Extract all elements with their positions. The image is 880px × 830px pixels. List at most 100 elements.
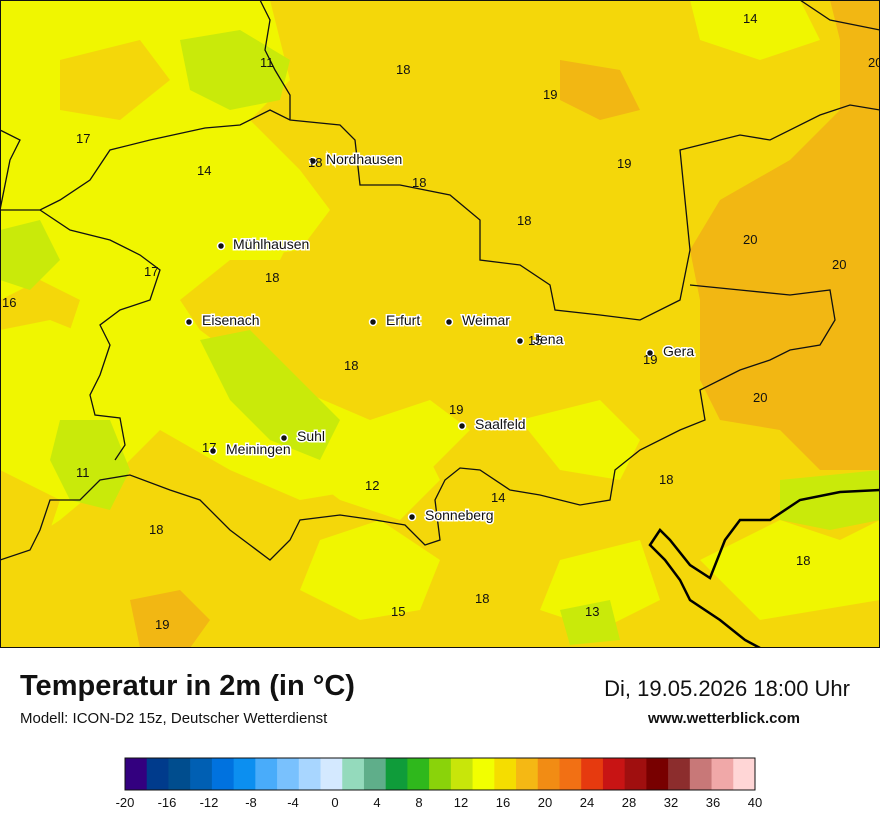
colorbar-tick-label: -20: [116, 795, 135, 810]
colorbar-swatch: [537, 758, 560, 790]
state-border-west: [39, 209, 161, 461]
colorbar-tick-label: 36: [706, 795, 720, 810]
border-northeast: [799, 0, 880, 31]
city-label-erfurt: Erfurt: [386, 312, 420, 328]
temp-value: 19: [155, 617, 169, 632]
colorbar: -20 -16 -12 -8 -4 0 4 8 12 16 20 24 28 32 36 40: [116, 757, 763, 810]
colorbar-tick-label: 40: [748, 795, 762, 810]
city-dot-sonneberg: [407, 512, 417, 522]
temp-value: 15: [528, 333, 542, 348]
colorbar-tick-label: -8: [245, 795, 257, 810]
city-label-eisenach: Eisenach: [202, 312, 260, 328]
colorbar-swatch: [711, 758, 734, 790]
temp-value: 20: [832, 257, 846, 272]
colorbar-swatch: [429, 758, 452, 790]
colorbar-swatch: [363, 758, 387, 790]
model-source: Modell: ICON-D2 15z, Deutscher Wetterdie…: [20, 710, 328, 727]
city-dot-meiningen: [208, 446, 218, 456]
colorbar-tick-label: 0: [331, 795, 338, 810]
warm-pocket-north: [560, 60, 640, 120]
temperature-values: 14 20 11 18 19 17 14 18 19 18 18 20 20 1…: [2, 11, 880, 632]
colorbar-swatch: [168, 758, 191, 790]
temp-value: 17: [76, 131, 90, 146]
colorbar-tick-label: 20: [538, 795, 552, 810]
temp-value: 18: [659, 472, 673, 487]
colorbar-swatch: [581, 758, 604, 790]
temp-value: 17: [144, 264, 158, 279]
colorbar-tick-label: -4: [287, 795, 299, 810]
city-dot-weimar: [444, 317, 454, 327]
colorbar-swatches: [124, 757, 756, 791]
city-dot-muehlhausen: [216, 241, 226, 251]
colorbar-ticks: -20 -16 -12 -8 -4 0 4 8 12 16 20 24 28 32 36 40: [116, 795, 763, 810]
temp-value: 12: [365, 478, 379, 493]
city-label-nordhausen: Nordhausen: [326, 151, 402, 167]
colorbar-tick-label: -12: [200, 795, 219, 810]
warmest-temperature-area: [690, 0, 880, 470]
colorbar-swatch: [559, 758, 582, 790]
temp-value: 20: [868, 55, 880, 70]
city-dot-gera: [645, 348, 655, 358]
colorbar-swatch: [602, 758, 626, 790]
colorbar-swatch: [733, 758, 756, 790]
city-dot-eisenach: [184, 317, 194, 327]
colorbar-tick-label: 32: [664, 795, 678, 810]
colorbar-tick-label: 16: [496, 795, 510, 810]
state-border: [0, 0, 880, 321]
colorbar-swatch: [125, 758, 148, 790]
city-dot-saalfeld: [457, 421, 467, 431]
temp-value: 11: [260, 55, 274, 70]
colorbar-swatch: [668, 758, 691, 790]
city-dot-suhl: [279, 433, 289, 443]
state-border-east: [0, 284, 836, 561]
temp-value: 14: [197, 163, 211, 178]
border-north: [259, 0, 291, 120]
city-label-jena: Jena: [533, 331, 564, 347]
map-footer: Temperatur in 2m (in °C) Modell: ICON-D2…: [0, 648, 880, 830]
temperature-map: Nordhausen Mühlhausen Eisenach Erfurt We…: [0, 0, 880, 648]
temp-value: 18: [517, 213, 531, 228]
temp-value: 11: [76, 465, 90, 480]
temp-value: 18: [265, 270, 279, 285]
temp-value: 19: [543, 87, 557, 102]
temp-value: 17: [202, 440, 216, 455]
temp-value: 18: [796, 553, 810, 568]
temp-value: 20: [743, 232, 757, 247]
colorbar-swatch: [233, 758, 256, 790]
colorbar-tick-label: -16: [158, 795, 177, 810]
colorbar-tick-label: 12: [454, 795, 468, 810]
colorbar-swatch: [494, 758, 517, 790]
temp-value: 19: [643, 352, 657, 367]
temp-value: 18: [344, 358, 358, 373]
city-dot-jena: [515, 336, 525, 346]
temp-value: 13: [585, 604, 599, 619]
colorbar-swatch: [342, 758, 365, 790]
temp-value: 14: [491, 490, 505, 505]
warm-pocket-southwest: [130, 590, 210, 648]
city-markers: [184, 156, 655, 522]
colorbar-swatch: [277, 758, 300, 790]
website-link[interactable]: www.wetterblick.com: [648, 710, 800, 727]
city-label-meiningen: Meiningen: [226, 441, 291, 457]
temp-value: 14: [743, 11, 757, 26]
city-label-sonneberg: Sonneberg: [425, 507, 494, 523]
colorbar-swatch: [385, 758, 408, 790]
warm-temperature-areas: [0, 0, 880, 648]
temp-value: 20: [753, 390, 767, 405]
temp-value: 16: [2, 295, 16, 310]
temp-value: 19: [617, 156, 631, 171]
city-label-saalfeld: Saalfeld: [475, 416, 526, 432]
temp-value: 15: [391, 604, 405, 619]
cool-temperature-areas: [0, 30, 880, 645]
temp-value: 18: [396, 62, 410, 77]
colorbar-swatch: [646, 758, 669, 790]
colorbar-tick-label: 4: [373, 795, 380, 810]
colorbar-swatch: [298, 758, 322, 790]
colorbar-tick-label: 28: [622, 795, 636, 810]
colorbar-swatch: [211, 758, 235, 790]
colorbar-swatch: [516, 758, 539, 790]
city-label-gera: Gera: [663, 343, 694, 359]
city-label-weimar: Weimar: [462, 312, 510, 328]
colorbar-swatch: [472, 758, 495, 790]
colorbar-frame: [124, 757, 756, 791]
